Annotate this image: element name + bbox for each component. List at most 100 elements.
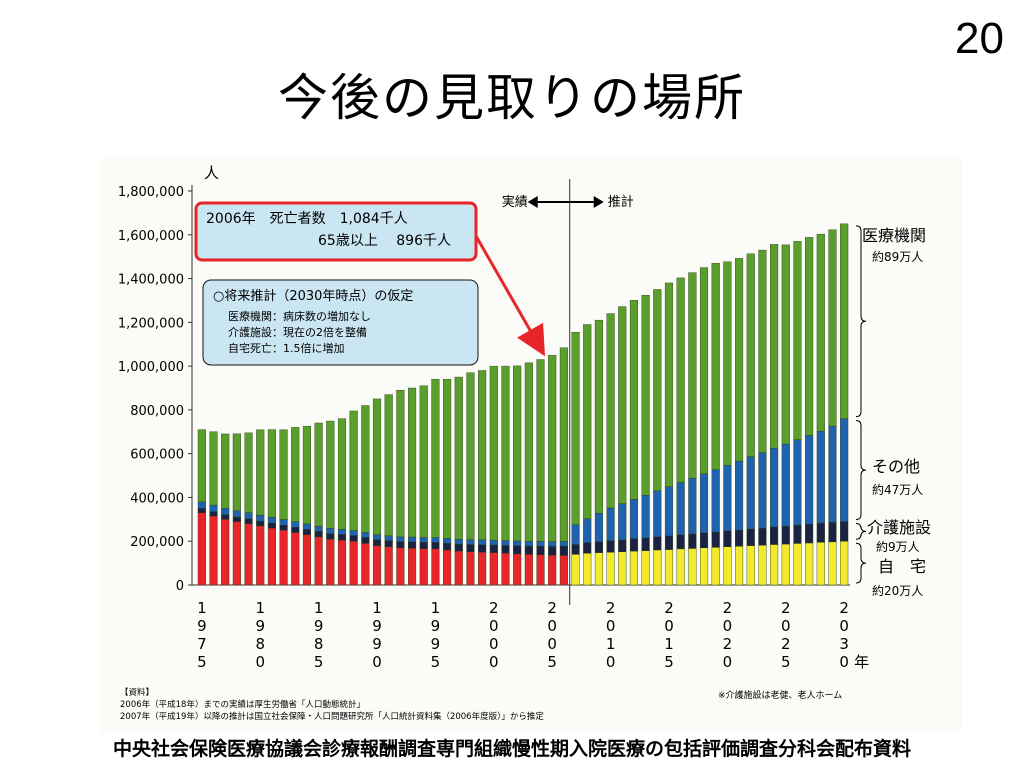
bar-other-2010 — [606, 507, 615, 541]
bar-care_facility-2019 — [711, 531, 720, 548]
bar-home-1982 — [279, 530, 288, 586]
bar-hospital-1991 — [384, 394, 393, 536]
x-tick-char: 8 — [314, 635, 324, 653]
bar-home-2030 — [840, 541, 849, 586]
x-tick-char: 9 — [431, 635, 441, 653]
bar-other-1999 — [478, 539, 487, 545]
bar-home-2027 — [805, 542, 814, 586]
x-tick-char: 0 — [664, 617, 674, 635]
x-tick-char: 1 — [197, 599, 207, 617]
bar-care_facility-2018 — [699, 532, 709, 548]
bar-home-2025 — [781, 543, 790, 586]
bar-hospital-2027 — [805, 237, 814, 436]
bar-home-1994 — [419, 548, 428, 586]
bar-other-2030 — [840, 418, 849, 522]
bar-other-2020 — [723, 465, 732, 532]
chart-figure: 人 0 200,000 400,000 600,000 800,000 1,000,000 1… — [100, 158, 962, 733]
bar-other-1995 — [431, 537, 440, 543]
bar-other-2013 — [641, 495, 650, 539]
bar-other-1986 — [326, 528, 335, 534]
bar-home-1993 — [408, 548, 417, 586]
bar-other-2028 — [816, 430, 825, 524]
bar-hospital-1996 — [443, 379, 452, 539]
bar-home-1976 — [209, 515, 218, 586]
y-tick-label: 1,600,000 — [118, 229, 184, 244]
bar-other-1991 — [384, 535, 393, 541]
x-tick-char: 2 — [839, 599, 849, 617]
bar-other-2016 — [676, 482, 685, 536]
bar-other-1997 — [454, 539, 463, 545]
bar-hospital-2020 — [723, 261, 732, 466]
x-tick-char: 2 — [606, 599, 616, 617]
bar-care_facility-1988 — [349, 535, 358, 542]
bar-hospital-2013 — [641, 294, 650, 496]
bar-care_facility-1989 — [361, 537, 370, 544]
bar-care_facility-2027 — [805, 523, 814, 544]
footer-caption: 中央社会保険医療協議会診療報酬調査専門組織慢性期入院医療の包括評価調査分科会配布… — [112, 738, 911, 760]
bar-hospital-2019 — [711, 263, 720, 470]
bar-hospital-2001 — [501, 365, 510, 541]
bar-home-1996 — [443, 549, 452, 586]
bar-other-2021 — [735, 460, 744, 531]
bar-other-2022 — [746, 456, 755, 530]
x-tick-char: 2 — [723, 599, 733, 617]
y-tick-label: 200,000 — [130, 535, 184, 550]
bar-hospital-1992 — [396, 389, 405, 538]
bar-care_facility-2030 — [840, 521, 849, 542]
callout-2006-box — [194, 201, 478, 262]
bar-hospital-1986 — [326, 420, 335, 529]
bar-care_facility-1987 — [337, 534, 347, 541]
bar-care_facility-1981 — [267, 522, 276, 529]
bar-home-1980 — [256, 525, 265, 586]
bar-hospital-2025 — [781, 244, 790, 445]
bar-hospital-2006 — [559, 347, 568, 542]
bar-other-1979 — [244, 512, 253, 520]
bar-other-1978 — [232, 510, 241, 518]
bar-home-2012 — [629, 550, 639, 586]
bar-home-1985 — [314, 536, 323, 586]
x-tick-char: 2 — [489, 599, 499, 617]
y-tick-label: 1,000,000 — [118, 360, 184, 375]
bar-other-1975 — [197, 501, 206, 509]
bar-hospital-1997 — [454, 376, 463, 540]
bar-hospital-2003 — [524, 362, 533, 542]
source-line-1: 2006年（平成18年）までの実績は厚生労働省「人口動態統計」 — [120, 699, 365, 710]
x-tick-char: 0 — [839, 617, 849, 635]
y-tick-label: 0 — [176, 579, 184, 594]
x-tick-char: 0 — [489, 635, 499, 653]
bar-care_facility-2022 — [746, 528, 755, 546]
bar-hospital-1987 — [337, 418, 347, 530]
bar-home-2023 — [758, 544, 767, 586]
bar-hospital-1978 — [232, 433, 241, 512]
bar-hospital-2022 — [746, 253, 755, 457]
bar-hospital-1989 — [361, 405, 370, 533]
brace-hospital — [855, 225, 867, 418]
bar-home-1979 — [244, 523, 253, 586]
bar-care_facility-1986 — [326, 533, 335, 540]
bar-care_facility-1997 — [454, 543, 463, 552]
bar-care_facility-1982 — [279, 525, 288, 531]
bar-hospital-2014 — [653, 289, 662, 492]
bar-other-2003 — [524, 541, 533, 547]
bar-home-2001 — [501, 553, 510, 586]
bar-care_facility-2007 — [571, 544, 580, 555]
bar-care_facility-2010 — [606, 540, 615, 553]
bar-hospital-1983 — [291, 427, 300, 522]
bar-home-1997 — [454, 550, 463, 586]
x-tick-char: 0 — [839, 653, 849, 671]
bar-home-2026 — [793, 543, 802, 586]
assumption-box — [202, 279, 479, 366]
bar-other-1977 — [221, 508, 230, 515]
bar-home-2000 — [489, 552, 498, 586]
label-hospital: 医療機関 — [862, 226, 926, 245]
y-tick-label: 400,000 — [130, 491, 184, 506]
bar-other-1983 — [291, 521, 300, 528]
bar-home-1990 — [372, 545, 382, 586]
label-other: その他 — [872, 457, 920, 476]
bar-hospital-2029 — [828, 229, 837, 427]
bar-home-2028 — [816, 542, 825, 586]
bar-home-2003 — [524, 554, 533, 586]
bar-home-2018 — [699, 547, 709, 586]
